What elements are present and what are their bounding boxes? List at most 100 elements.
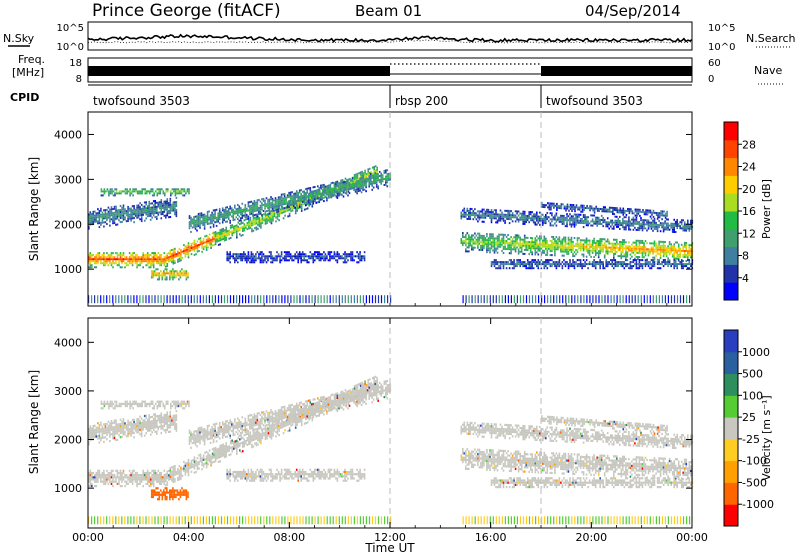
power-cell [162,260,164,263]
noise-left-tick-bottom: 10^0 [57,42,84,53]
power-cell [368,181,370,184]
power-cell [312,196,315,199]
power-cell [600,261,603,264]
power-cell [160,201,163,204]
power-cell [677,243,680,246]
power-cell [130,192,133,195]
power-cell [504,215,506,218]
power-cell [174,203,176,206]
power-cell [247,203,250,206]
power-cell [237,257,239,260]
power-cell [622,224,624,227]
power-cell [664,214,667,217]
power-cell [478,214,481,217]
power-cell [106,223,108,225]
power-cell [687,259,689,262]
power-cell [247,257,250,260]
power-cell [254,227,256,230]
power-cell [261,253,263,256]
power-cell [280,253,283,256]
power-cell [531,219,533,222]
power-cell [583,206,585,209]
power-cell [97,208,99,211]
power-cell [235,259,238,262]
power-cell [246,218,249,220]
power-cell [610,248,612,251]
power-cell [109,212,111,215]
power-cell [570,242,573,245]
power-cell [353,180,356,183]
power-cell [262,199,265,202]
power-cell [344,189,346,192]
power-cell [271,199,274,202]
power-cell [560,240,562,243]
power-cell [623,255,626,258]
power-cell [214,239,217,242]
power-cell [486,233,488,235]
power-cell [127,211,129,214]
power-cell [632,249,635,252]
power-cell [264,210,267,213]
power-cell [498,267,500,270]
power-cell [107,264,110,267]
power-cell [252,210,254,213]
power-cell [317,197,319,200]
power-cell [285,196,287,199]
power-cell [687,219,689,222]
power-cell [226,253,228,256]
power-cell [259,251,262,254]
power-cell [205,242,208,245]
power-cell [260,220,262,223]
power-cell [262,261,265,264]
power-cell [320,198,322,201]
power-cell [507,214,509,216]
power-cell [383,171,386,174]
power-cell [625,257,627,260]
power-cell [510,244,512,247]
power-cell [229,226,232,229]
power-cell [489,237,491,240]
power-cell [661,251,663,253]
power-cell [622,220,624,223]
power-cell [168,210,170,213]
power-cell [546,253,549,256]
power-cell [385,171,387,174]
power-cell [507,216,509,218]
power-cell [623,253,626,256]
power-cell [466,209,469,212]
power-cell [202,246,205,249]
power-cell [683,229,686,232]
power-cell [91,260,93,263]
power-cell [659,257,662,259]
power-cell [133,207,135,209]
power-cell [140,208,143,210]
power-cell [110,256,113,259]
power-cell [88,295,90,304]
power-cell [187,244,190,247]
power-cell [624,209,626,212]
power-cell [201,240,203,243]
power-cell [171,253,173,256]
power-cell [217,233,220,236]
power-cell [350,251,352,254]
power-cell [480,240,482,243]
power-cell [283,193,286,195]
power-cell [647,250,650,253]
power-cell [548,202,551,205]
power-cell [317,185,319,188]
power-cell [109,218,111,221]
power-cell [91,266,93,269]
power-cell [501,243,503,246]
power-cell [376,168,378,171]
power-cell [683,256,686,258]
power-cell [206,214,209,217]
power-cell [174,205,176,208]
power-cell [285,255,287,258]
power-cell [516,263,518,266]
power-cell [573,217,576,220]
power-cell [298,199,301,202]
power-cell [129,190,131,193]
power-cell [226,259,228,262]
power-cell [279,212,282,215]
power-cell [635,259,638,262]
